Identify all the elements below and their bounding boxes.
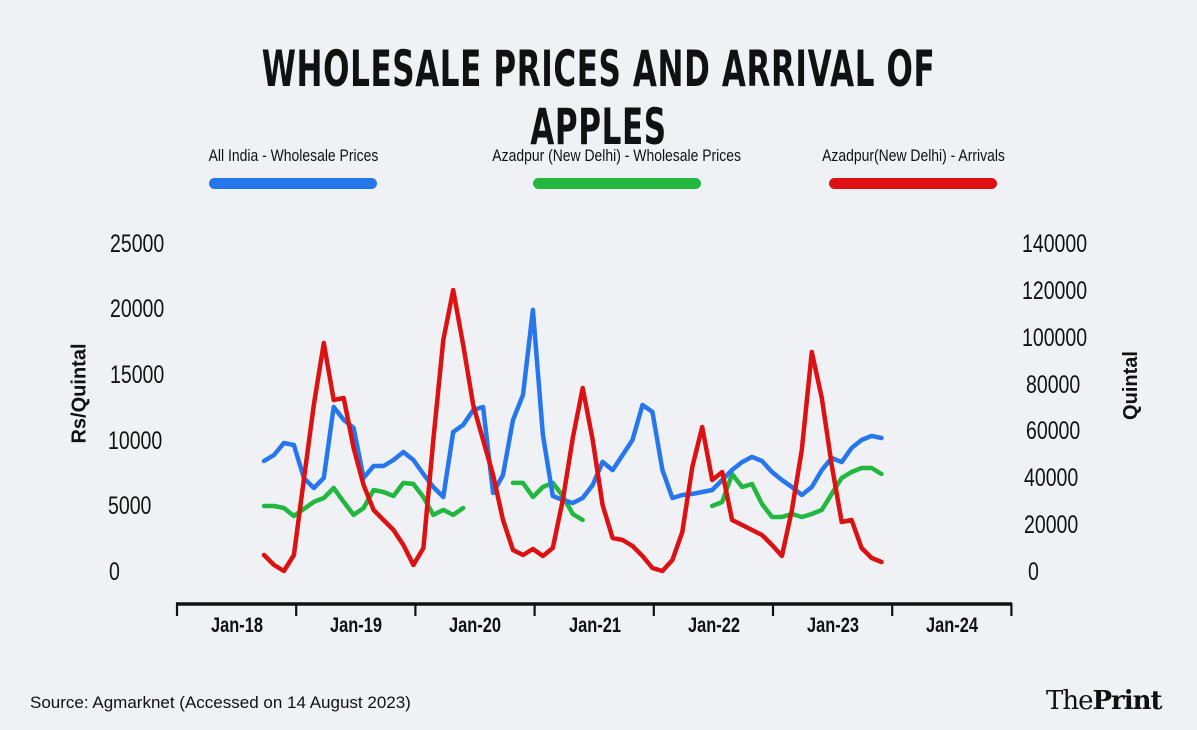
x-tick-label: Jan-22 (688, 614, 740, 637)
legend-label: Azadpur(New Delhi) - Arrivals (822, 146, 1005, 165)
legend-item-azadpur-arrivals: Azadpur(New Delhi) - Arrivals (802, 146, 1025, 189)
x-tick-label: Jan-21 (569, 614, 621, 637)
x-tick-label: Jan-24 (926, 614, 978, 637)
logo-the: The (1046, 686, 1093, 716)
x-tick-label: Jan-18 (211, 614, 263, 637)
logo-print: Print (1092, 686, 1162, 716)
y-right-tick: 100000 (1022, 324, 1088, 352)
y-left-tick: 10000 (108, 427, 163, 455)
y-right-tick: 80000 (1026, 371, 1081, 399)
series-line-azadpur-new-delhi-wholesale-prices (510, 480, 585, 523)
y-right-tick: 20000 (1024, 511, 1079, 539)
series-line-all-india-wholesale-prices (261, 307, 884, 506)
x-tick-label: Jan-23 (807, 614, 859, 637)
y-left-tick: 20000 (110, 295, 165, 323)
source-note: Source: Agmarknet (Accessed on 14 August… (30, 693, 411, 712)
x-tick-label: Jan-20 (449, 614, 501, 637)
legend-label: Azadpur (New Delhi) - Wholesale Prices (492, 146, 741, 165)
y-right-tick: 60000 (1026, 417, 1081, 445)
y-right-tick: 140000 (1022, 230, 1088, 258)
y-right-tick: 120000 (1022, 277, 1088, 305)
chart-title: WHOLESALE PRICES AND ARRIVAL OF APPLES (261, 40, 936, 156)
y-right-tick: 40000 (1024, 464, 1079, 492)
legend-swatch-red (829, 178, 998, 189)
theprint-logo: ThePrint (1046, 686, 1163, 716)
x-axis (175, 602, 1013, 616)
legend-item-all-india: All India - Wholesale Prices (190, 146, 397, 189)
y-left-tick: 0 (109, 558, 120, 586)
legend-swatch-blue (209, 178, 378, 189)
legend-swatch-green (532, 178, 701, 189)
y-right-tick: 0 (1028, 558, 1039, 586)
y-left-tick: 15000 (110, 361, 165, 389)
series-line-azadpur-new-delhi-arrivals (261, 287, 884, 574)
legend-label: All India - Wholesale Prices (208, 146, 379, 165)
y-left-tick: 25000 (110, 230, 165, 258)
x-tick-label: Jan-19 (330, 614, 382, 637)
legend-item-azadpur-prices: Azadpur (New Delhi) - Wholesale Prices (465, 146, 768, 189)
series-line-azadpur-new-delhi-wholesale-prices (709, 465, 884, 520)
y-left-tick: 5000 (108, 492, 152, 520)
